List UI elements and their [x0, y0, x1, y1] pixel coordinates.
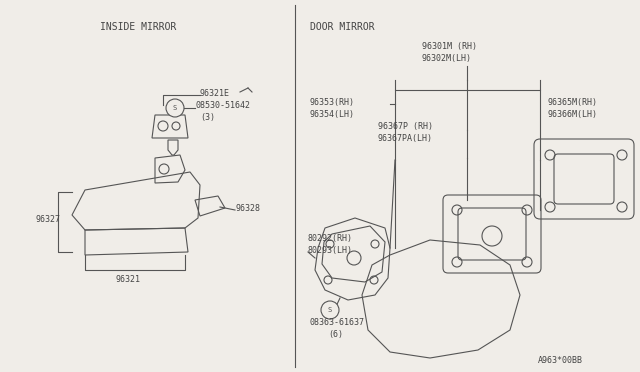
Text: 96367PA(LH): 96367PA(LH): [378, 134, 433, 143]
Text: 96354(LH): 96354(LH): [310, 110, 355, 119]
Text: 96353(RH): 96353(RH): [310, 98, 355, 107]
Text: INSIDE MIRROR: INSIDE MIRROR: [100, 22, 177, 32]
Text: 96367P (RH): 96367P (RH): [378, 122, 433, 131]
Text: 08530-51642: 08530-51642: [196, 101, 251, 110]
Text: 96327: 96327: [35, 215, 60, 224]
Circle shape: [166, 99, 184, 117]
Text: DOOR MIRROR: DOOR MIRROR: [310, 22, 374, 32]
Text: (3): (3): [200, 113, 215, 122]
Text: 80292(RH): 80292(RH): [308, 234, 353, 243]
Text: 96321: 96321: [115, 275, 140, 284]
Text: 96366M(LH): 96366M(LH): [548, 110, 598, 119]
Text: 96302M(LH): 96302M(LH): [422, 54, 472, 63]
Text: 96328: 96328: [236, 204, 261, 213]
Text: 08363-61637: 08363-61637: [310, 318, 365, 327]
Text: S: S: [328, 307, 332, 313]
Text: 80293(LH): 80293(LH): [308, 246, 353, 255]
Text: 96365M(RH): 96365M(RH): [548, 98, 598, 107]
Circle shape: [321, 301, 339, 319]
Text: 96321E: 96321E: [200, 89, 230, 98]
Text: A963*00BB: A963*00BB: [538, 356, 583, 365]
Text: 96301M (RH): 96301M (RH): [422, 42, 477, 51]
Text: S: S: [173, 105, 177, 111]
Text: (6): (6): [328, 330, 343, 339]
